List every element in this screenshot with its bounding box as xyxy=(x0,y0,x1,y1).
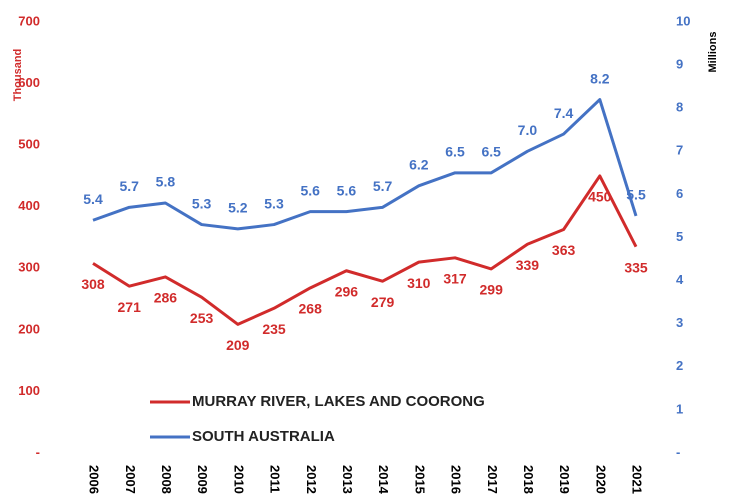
data-label: 450 xyxy=(588,189,612,205)
y-tick-label: 400 xyxy=(18,198,40,213)
x-tick-label: 2016 xyxy=(449,465,464,494)
x-tick-label: 2011 xyxy=(268,465,283,493)
data-label: 268 xyxy=(299,301,323,317)
data-label: 279 xyxy=(371,294,395,310)
data-label: 296 xyxy=(335,283,359,299)
x-tick-label: 2007 xyxy=(123,465,138,494)
y2-tick-label: 9 xyxy=(676,57,683,72)
x-tick-label: 2009 xyxy=(195,465,210,494)
data-label: 253 xyxy=(190,310,214,326)
data-label: 235 xyxy=(262,321,286,337)
x-tick-label: 2013 xyxy=(340,465,355,494)
data-label: 6.5 xyxy=(481,144,501,160)
data-label: 5.3 xyxy=(264,195,284,211)
x-tick-label: 2006 xyxy=(87,465,102,494)
y-tick-label: 300 xyxy=(18,260,40,275)
y2-tick-label: 7 xyxy=(676,143,683,158)
data-label: 6.5 xyxy=(445,144,465,160)
x-tick-label: 2021 xyxy=(630,465,645,494)
x-tick-label: 2019 xyxy=(557,465,572,494)
data-label: 317 xyxy=(443,271,467,287)
y2-axis-title: Millions xyxy=(707,32,719,73)
data-label: 5.3 xyxy=(192,195,212,211)
y2-tick-label: 5 xyxy=(676,229,683,244)
data-label: 335 xyxy=(624,259,648,275)
data-label: 5.6 xyxy=(337,182,357,198)
data-label: 299 xyxy=(480,282,504,298)
data-label: 286 xyxy=(154,290,178,306)
data-label: 5.7 xyxy=(373,178,393,194)
data-label: 5.8 xyxy=(156,174,176,190)
data-label: 7.0 xyxy=(518,122,538,138)
y2-tick-label: 3 xyxy=(676,315,683,330)
y-tick-label: 600 xyxy=(18,75,40,90)
data-label: 310 xyxy=(407,275,431,291)
data-label: 7.4 xyxy=(554,105,574,121)
data-label: 6.2 xyxy=(409,156,429,172)
data-label: 363 xyxy=(552,242,576,258)
y2-tick-label: 4 xyxy=(676,272,684,287)
data-label: 5.7 xyxy=(119,178,139,194)
legend-label: SOUTH AUSTRALIA xyxy=(192,428,335,445)
y-tick-label: 200 xyxy=(18,321,40,336)
y2-tick-label: - xyxy=(676,444,680,459)
data-label: 5.6 xyxy=(300,182,320,198)
series-line xyxy=(92,98,638,231)
y2-tick-label: 6 xyxy=(676,186,683,201)
y-tick-label: 700 xyxy=(18,13,40,28)
y2-tick-label: 10 xyxy=(676,13,690,28)
x-tick-label: 2012 xyxy=(304,465,319,494)
series-line xyxy=(92,174,638,326)
y-tick-label: - xyxy=(36,444,40,459)
x-tick-label: 2014 xyxy=(376,465,391,495)
x-tick-label: 2010 xyxy=(231,465,246,494)
y-tick-label: 500 xyxy=(18,137,40,152)
data-label: 5.4 xyxy=(83,191,103,207)
data-label: 8.2 xyxy=(590,70,610,86)
x-tick-label: 2008 xyxy=(159,465,174,494)
data-label: 5.5 xyxy=(626,187,646,203)
data-label: 209 xyxy=(226,337,250,353)
data-label: 5.2 xyxy=(228,200,248,216)
y2-tick-label: 2 xyxy=(676,358,683,373)
x-tick-label: 2015 xyxy=(412,465,427,494)
y2-tick-label: 1 xyxy=(676,401,683,416)
y2-tick-label: 8 xyxy=(676,100,683,115)
legend-label: MURRAY RIVER, LAKES AND COORONG xyxy=(192,393,485,410)
x-tick-label: 2018 xyxy=(521,465,536,494)
x-tick-label: 2017 xyxy=(485,465,500,494)
y-axis-title: Thousand xyxy=(12,49,24,102)
data-label: 339 xyxy=(516,257,540,273)
y-tick-label: 100 xyxy=(18,383,40,398)
data-label: 308 xyxy=(81,276,105,292)
data-label: 271 xyxy=(118,299,142,315)
x-tick-label: 2020 xyxy=(593,465,608,494)
